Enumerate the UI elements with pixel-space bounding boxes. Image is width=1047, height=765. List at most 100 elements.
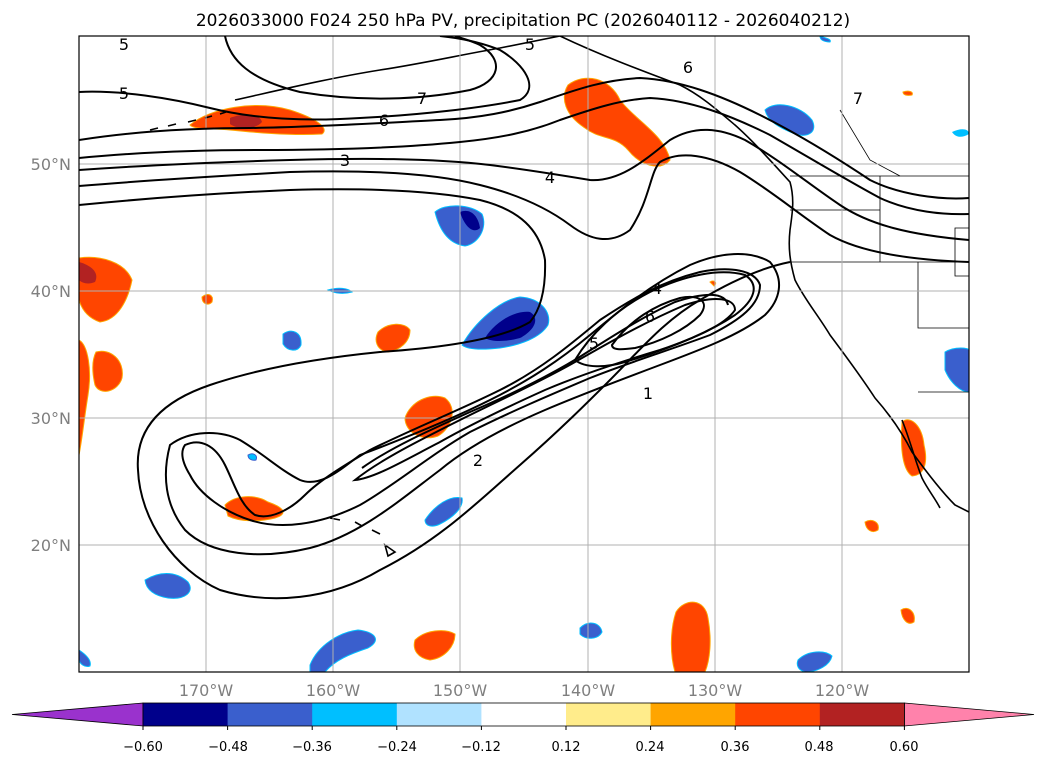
precip-positive-area	[670, 601, 711, 672]
colorbar-tick-label: 0.48	[805, 740, 834, 755]
precip-positive-area	[900, 607, 915, 624]
pv-contour	[79, 154, 969, 263]
precip-negative-area	[796, 651, 833, 672]
precip-negative-area	[460, 210, 480, 231]
contour-label: 5	[119, 84, 129, 103]
colorbar-tick-label: −0.60	[123, 740, 163, 755]
precip-positive-area	[413, 630, 456, 661]
contour-label: 7	[853, 89, 863, 108]
contour-label: 7	[417, 89, 427, 108]
pv-contour	[610, 296, 705, 351]
colorbar-extend-right	[904, 702, 1035, 727]
lon-label-160w: 160°W	[306, 681, 361, 700]
colorbar-segment	[481, 703, 567, 726]
contour-label: 4	[545, 168, 555, 187]
colorbar-segment	[396, 703, 482, 726]
map-background	[79, 36, 969, 672]
precip-negative-area	[424, 496, 463, 527]
precip-positive-area	[230, 114, 262, 129]
precip-positive-area	[79, 339, 91, 456]
precip-positive-area	[375, 323, 411, 353]
precip-negative-area	[952, 129, 969, 137]
precip-negative-area	[144, 573, 191, 599]
pv-contour	[573, 271, 755, 368]
lon-label-140w: 140°W	[561, 681, 616, 700]
precip-negative-area	[579, 622, 603, 639]
colorbar-tick-label: 0.12	[552, 740, 581, 755]
contour-label: 4	[652, 279, 662, 298]
lat-label-40n: 40°N	[31, 282, 71, 301]
us-state-borders	[790, 176, 969, 329]
contour-label: 5	[589, 334, 599, 353]
contour-label: 6	[645, 307, 655, 326]
precip-negative-area	[309, 629, 376, 672]
precip-negative-area	[282, 330, 302, 351]
pv-contour	[79, 188, 791, 600]
lat-label-30n: 30°N	[31, 409, 71, 428]
colorbar-outline	[142, 702, 905, 727]
contour-label: 2	[473, 451, 483, 470]
alaska-coastline	[234, 36, 561, 101]
coastlines	[149, 36, 969, 558]
colorbar-tick-label: −0.36	[292, 740, 332, 755]
pv-contour	[79, 128, 969, 241]
pv-contour	[79, 36, 531, 121]
contour-label: 6	[683, 58, 693, 77]
aleutian-islands	[149, 111, 227, 131]
colorbar-segment	[312, 703, 398, 726]
contour-label: 1	[643, 384, 653, 403]
lat-label-20n: 20°N	[31, 536, 71, 555]
colorbar-segment	[143, 703, 229, 726]
colorbar-tick-labels: −0.60 −0.48 −0.36 −0.24 −0.12 0.12 0.24 …	[123, 740, 918, 755]
pv-contour	[181, 268, 762, 526]
north-america-coastline	[559, 36, 969, 513]
pv-contour	[79, 76, 969, 200]
lon-label-120w: 120°W	[815, 681, 870, 700]
contour-label: 5	[525, 35, 535, 54]
precip-negative-area	[764, 104, 815, 136]
latitude-labels: 50°N 40°N 30°N 20°N	[31, 155, 71, 555]
pv-contour	[79, 96, 969, 216]
pv-contour	[361, 293, 729, 469]
precip-negative-area	[944, 347, 969, 393]
pv-contour-labels: 5 5 5 7 6 6 3 4 7 4 6 5 1 2	[119, 35, 863, 470]
colorbar-extend-left	[11, 702, 144, 727]
precip-negative-area	[247, 453, 257, 461]
lon-label-130w: 130°W	[688, 681, 743, 700]
colorbar-tick-label: 0.36	[721, 740, 750, 755]
longitude-labels: 170°W 160°W 150°W 140°W 130°W 120°W	[179, 681, 870, 700]
lon-label-170w: 170°W	[179, 681, 234, 700]
political-borders	[790, 109, 969, 393]
precip-positive-area	[92, 350, 123, 392]
colorbar-tick-label: −0.24	[377, 740, 417, 755]
colorbar-segment	[735, 703, 821, 726]
precip-negative-area	[819, 36, 831, 43]
hawaii-islands	[329, 517, 397, 558]
colorbar	[11, 702, 1035, 730]
figure-title: 2026033000 F024 250 hPa PV, precipitatio…	[196, 11, 850, 31]
map-content: 5 5 5 7 6 6 3 4 7 4 6 5 1 2	[79, 35, 969, 672]
colorbar-tick-label: −0.12	[461, 740, 501, 755]
contour-label: 6	[379, 111, 389, 130]
lon-label-150w: 150°W	[433, 681, 488, 700]
pv-contour	[351, 298, 737, 482]
precip-positive-area	[864, 519, 879, 533]
contour-label: 5	[119, 35, 129, 54]
pv-contours	[79, 36, 969, 600]
map-frame	[78, 35, 970, 673]
precip-negative-area	[79, 649, 91, 667]
colorbar-segment	[566, 703, 652, 726]
colorbar-segment	[650, 703, 736, 726]
colorbar-tick-label: 0.24	[636, 740, 665, 755]
canada-province-border	[839, 109, 901, 177]
colorbar-tick-label: −0.48	[208, 740, 248, 755]
precip-positive-area	[79, 262, 97, 284]
precip-positive-area	[201, 294, 213, 305]
baja-coastline	[901, 419, 941, 509]
colorbar-segment	[819, 703, 905, 726]
lat-label-50n: 50°N	[31, 155, 71, 174]
precip-positive-area	[902, 90, 913, 96]
colorbar-segment	[227, 703, 313, 726]
colorbar-tick-label: 0.60	[890, 740, 919, 755]
